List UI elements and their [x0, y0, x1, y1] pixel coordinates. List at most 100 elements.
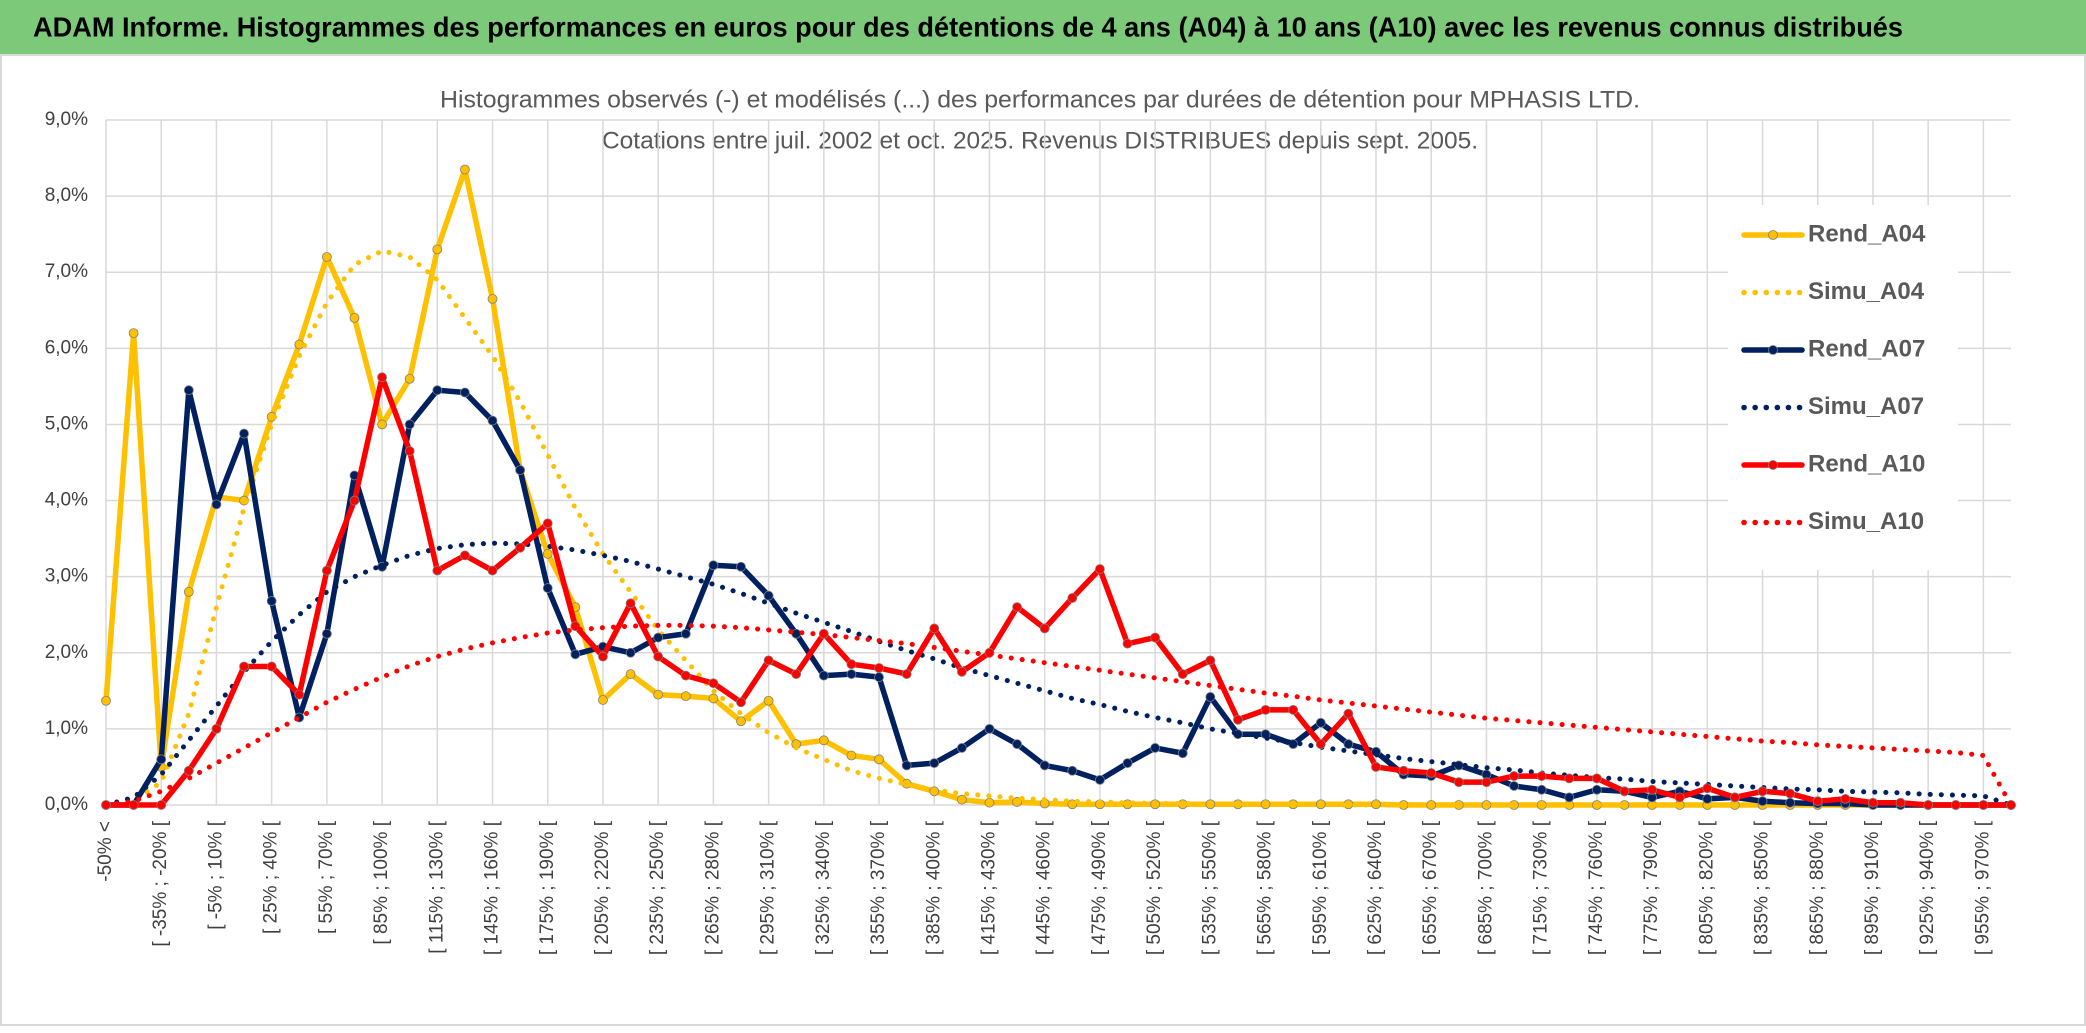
legend-label: Rend_A10 — [1808, 450, 1925, 477]
x-tick-label: [ 265% ; 280% [ — [702, 820, 723, 955]
x-tick-label: [ -5% ; 10% [ — [205, 820, 226, 929]
x-tick-label: [ 955% ; 970% [ — [1972, 820, 1993, 955]
data-point — [1812, 796, 1823, 807]
data-point — [1785, 788, 1796, 799]
data-point — [128, 800, 139, 810]
data-point — [487, 415, 498, 426]
x-tick-label: [ 745% ; 760% [ — [1586, 820, 1607, 955]
x-tick-label: [ 355% ; 370% [ — [868, 820, 889, 955]
x-tick-label: [ 445% ; 460% [ — [1034, 820, 1055, 955]
data-point — [1150, 743, 1161, 753]
data-point — [956, 794, 967, 805]
data-point — [1095, 564, 1105, 574]
y-tick-label: 1,0% — [45, 718, 88, 739]
data-point — [156, 800, 167, 810]
data-point — [625, 669, 636, 679]
data-point — [1095, 774, 1105, 785]
data-point — [1868, 797, 1878, 808]
x-tick-label: [ 595% ; 610% [ — [1310, 820, 1331, 955]
data-point — [1067, 799, 1078, 810]
legend-label: Simu_A07 — [1808, 393, 1924, 420]
data-point — [515, 465, 526, 476]
data-point — [1177, 748, 1188, 759]
data-point — [625, 647, 636, 658]
data-point — [1012, 602, 1022, 613]
data-point — [1122, 758, 1133, 769]
x-tick-label: [ 655% ; 670% [ — [1420, 820, 1441, 955]
data-point — [487, 293, 498, 304]
data-point — [1647, 784, 1657, 795]
data-point — [1067, 593, 1078, 603]
data-point — [460, 387, 470, 398]
data-point — [653, 632, 664, 643]
data-point — [239, 428, 249, 439]
legend-label: Simu_A04 — [1808, 278, 1925, 305]
data-point — [708, 693, 719, 704]
data-point — [1012, 739, 1022, 750]
y-tick-label: 9,0% — [45, 109, 88, 130]
header-title: ADAM Informe. Histogrammes des performan… — [33, 11, 1903, 42]
data-point — [1039, 623, 1050, 634]
data-point — [183, 385, 194, 396]
x-tick-label: [ 865% ; 880% [ — [1807, 820, 1828, 955]
x-tick-label: [ 25% ; 40% [ — [261, 820, 282, 934]
chart-subtitle: Cotations entre juil. 2002 et oct. 2025.… — [602, 127, 1478, 154]
data-point — [1233, 714, 1243, 725]
x-tick-label: [ 175% ; 190% [ — [537, 820, 558, 955]
data-point — [101, 695, 111, 706]
data-point — [1122, 638, 1133, 649]
data-point — [1591, 773, 1602, 784]
data-point — [570, 649, 581, 660]
data-point — [984, 723, 995, 734]
data-point — [708, 678, 719, 689]
data-point — [1343, 739, 1354, 750]
data-point — [1260, 704, 1271, 715]
data-point — [1205, 692, 1216, 702]
data-point — [818, 735, 829, 746]
x-tick-label: [ 775% ; 790% [ — [1641, 820, 1662, 955]
data-point — [846, 659, 857, 670]
data-point — [901, 760, 912, 771]
data-point — [1509, 781, 1519, 791]
data-point — [542, 548, 553, 559]
legend-marker — [1768, 345, 1778, 355]
data-point — [818, 670, 829, 681]
data-point — [349, 312, 360, 323]
data-point — [736, 716, 746, 727]
data-point — [1730, 792, 1740, 803]
data-point — [1536, 784, 1547, 795]
data-point — [1591, 784, 1602, 795]
data-point — [515, 542, 526, 553]
series-line — [103, 374, 2014, 808]
data-point — [874, 663, 884, 673]
x-tick-label: [ 565% ; 580% [ — [1255, 820, 1276, 955]
data-point — [1150, 632, 1161, 643]
data-point — [321, 252, 332, 262]
x-tick-label: [ 835% ; 850% [ — [1752, 820, 1773, 955]
legend-marker — [1768, 230, 1778, 240]
x-tick-label: [ -35% ; -20% [ — [150, 820, 171, 946]
data-point — [791, 669, 802, 679]
data-point — [1840, 794, 1851, 804]
data-point — [542, 583, 553, 593]
data-point — [156, 754, 167, 765]
data-point — [680, 670, 691, 681]
data-point — [956, 666, 967, 677]
data-point — [680, 691, 691, 702]
data-point — [653, 689, 664, 700]
data-point — [1978, 800, 1989, 810]
data-point — [1371, 762, 1381, 772]
data-point — [321, 628, 332, 639]
data-point — [266, 661, 277, 672]
x-tick-label: [ 325% ; 340% [ — [813, 820, 834, 955]
data-point — [1564, 773, 1575, 784]
data-point — [239, 661, 249, 672]
x-tick-label: [ 235% ; 250% [ — [647, 820, 668, 955]
legend-box — [1728, 205, 1958, 570]
legend-marker — [1768, 460, 1778, 470]
data-point — [1288, 704, 1299, 715]
x-tick-label: [ 385% ; 400% [ — [923, 820, 944, 955]
data-point — [183, 765, 194, 776]
data-point — [1564, 792, 1575, 803]
